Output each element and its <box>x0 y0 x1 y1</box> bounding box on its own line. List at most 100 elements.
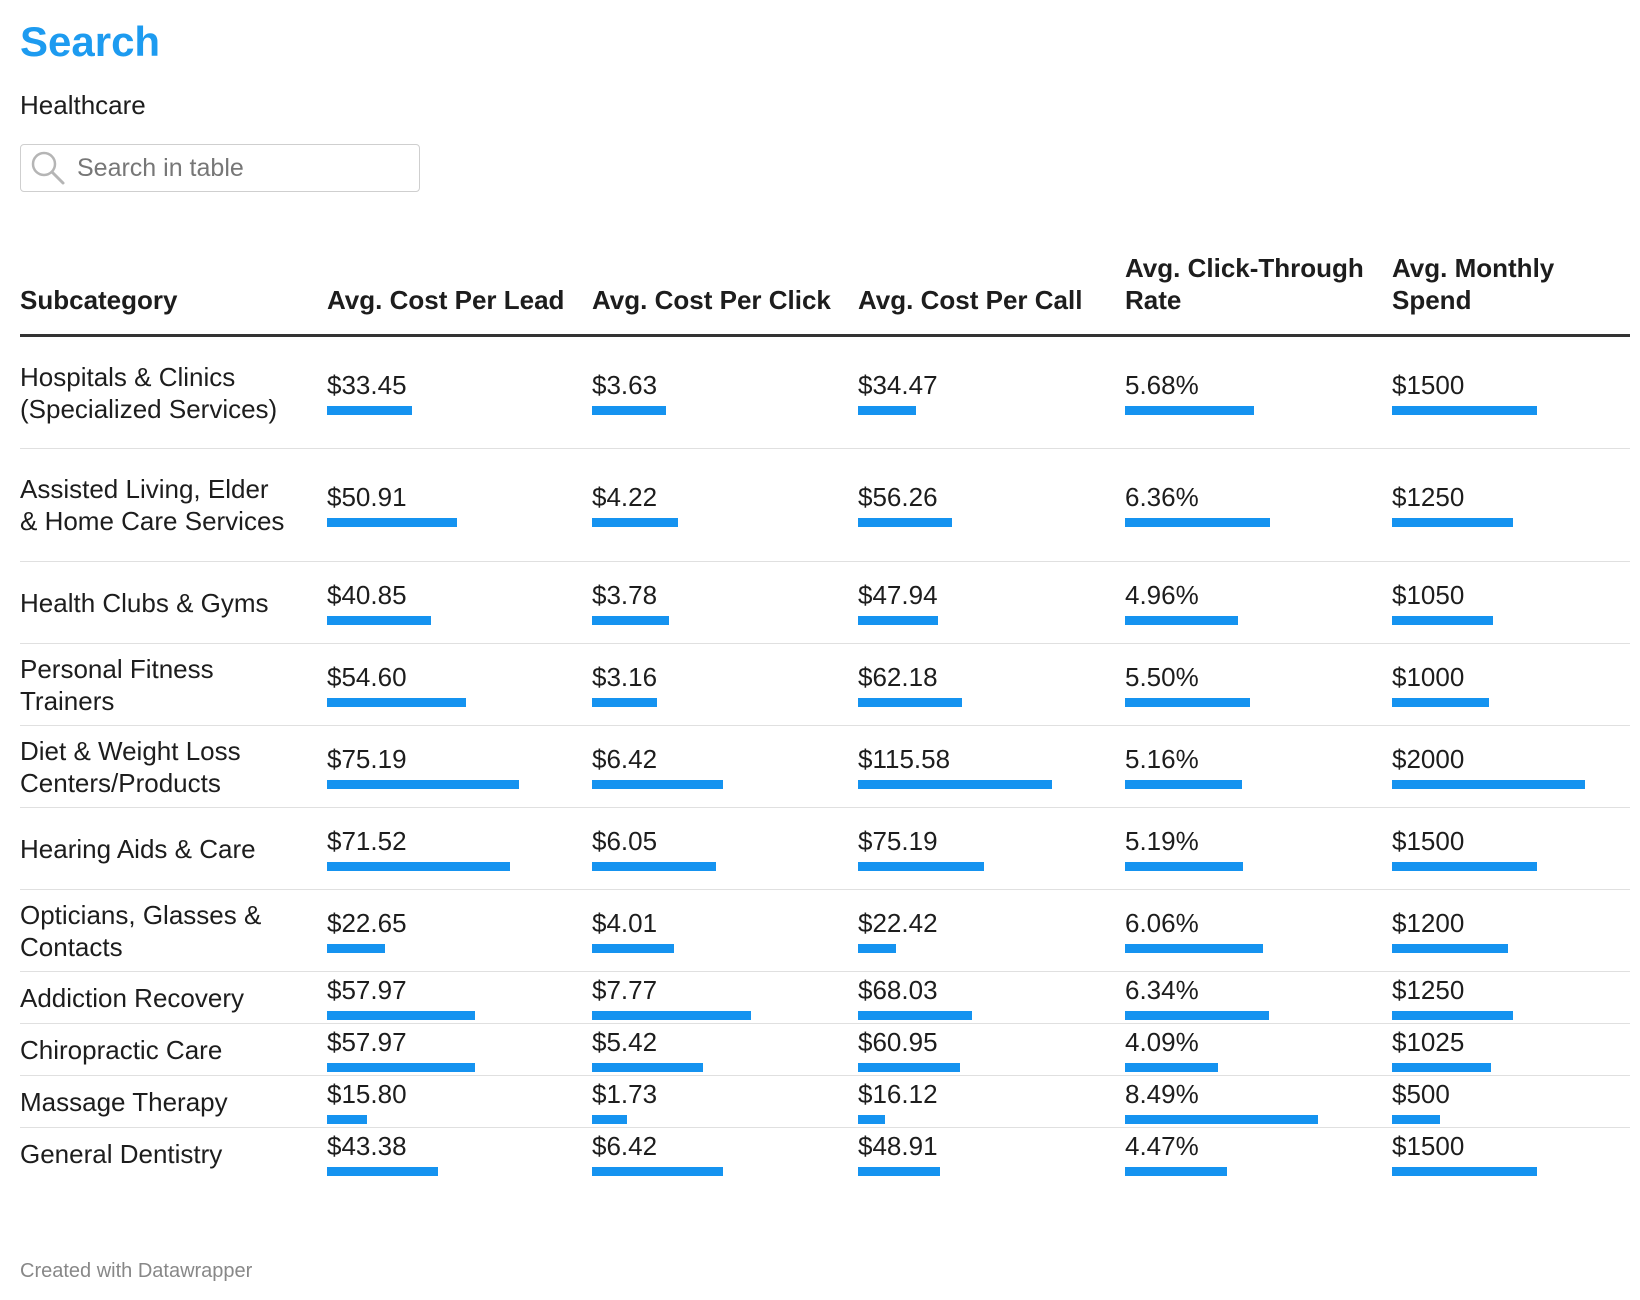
table-row: Hearing Aids & Care $71.52 $6.05 $75.19 5.19… <box>20 807 1630 890</box>
cost-per-lead-cell: $75.19 <box>327 725 592 808</box>
cost-per-click-bar <box>592 518 678 527</box>
page-subtitle: Healthcare <box>20 90 146 120</box>
subcategory-cell: Hospitals & Clinics (Specialized Service… <box>20 335 327 449</box>
monthly-spend-value: $500 <box>1392 1078 1450 1109</box>
cost-per-lead-value: $50.91 <box>327 482 407 512</box>
monthly-spend-cell: $1050 <box>1392 561 1630 644</box>
click-through-rate-value: 5.16% <box>1125 743 1199 774</box>
monthly-spend-value: $1500 <box>1392 369 1465 400</box>
cost-per-call-value: $75.19 <box>858 825 938 856</box>
cost-per-click-cell: $7.77 <box>592 971 858 1024</box>
table-header-row: Subcategory Avg. Cost Per Lead Avg. Cost… <box>20 248 1630 337</box>
cost-per-call-cell: $34.47 <box>858 335 1125 449</box>
column-header-cost-per-click[interactable]: Avg. Cost Per Click <box>592 248 858 337</box>
cost-per-click-cell: $3.16 <box>592 643 858 726</box>
cost-per-lead-cell: $54.60 <box>327 643 592 726</box>
click-through-rate-cell: 5.68% <box>1125 335 1392 449</box>
search-icon <box>31 151 65 185</box>
cost-per-lead-cell: $40.85 <box>327 561 592 644</box>
click-through-rate-bar <box>1125 1114 1318 1124</box>
monthly-spend-cell: $1500 <box>1392 807 1630 890</box>
cost-per-click-cell: $6.42 <box>592 1128 858 1180</box>
monthly-spend-bar <box>1392 1166 1537 1176</box>
column-header-click-through-rate[interactable]: Avg. Click-Through Rate <box>1125 248 1392 337</box>
cost-per-click-value: $3.63 <box>592 369 658 400</box>
monthly-spend-bar <box>1392 779 1585 789</box>
cost-per-lead-cell: $57.97 <box>327 971 592 1024</box>
click-through-rate-cell: 5.50% <box>1125 643 1392 726</box>
column-header-cost-per-lead[interactable]: Avg. Cost Per Lead <box>327 248 592 337</box>
cost-per-lead-value: $43.38 <box>327 1130 407 1161</box>
cost-per-lead-cell: $43.38 <box>327 1128 592 1180</box>
subcategory-cell: Hearing Aids & Care <box>20 807 327 890</box>
cost-per-click-bar <box>592 1166 723 1176</box>
cost-per-lead-value: $71.52 <box>327 825 407 856</box>
cost-per-call-cell: $16.12 <box>858 1075 1125 1128</box>
click-through-rate-cell: 6.34% <box>1125 971 1392 1024</box>
subcategory-cell: Diet & Weight Loss Centers/Products <box>20 725 327 808</box>
click-through-rate-value: 8.49% <box>1125 1078 1199 1109</box>
cost-per-call-bar <box>858 1062 960 1072</box>
monthly-spend-bar <box>1392 1062 1491 1072</box>
click-through-rate-cell: 4.47% <box>1125 1128 1392 1180</box>
cost-per-call-bar <box>858 1114 885 1124</box>
cost-per-lead-value: $22.65 <box>327 907 407 938</box>
cost-per-lead-value: $33.45 <box>327 369 407 400</box>
cost-per-call-value: $47.94 <box>858 579 938 610</box>
column-header-monthly-spend[interactable]: Avg. Monthly Spend <box>1392 248 1630 337</box>
column-header-cost-per-call[interactable]: Avg. Cost Per Call <box>858 248 1125 337</box>
click-through-rate-value: 5.68% <box>1125 369 1199 400</box>
monthly-spend-cell: $500 <box>1392 1075 1630 1128</box>
monthly-spend-bar <box>1392 943 1508 953</box>
monthly-spend-value: $1000 <box>1392 661 1465 692</box>
click-through-rate-value: 4.96% <box>1125 579 1199 610</box>
table-row: Chiropractic Care $57.97 $5.42 $60.95 4.09% $… <box>20 1023 1630 1076</box>
cost-per-call-cell: $62.18 <box>858 643 1125 726</box>
page-title: Search <box>20 18 161 65</box>
cost-per-call-cell: $75.19 <box>858 807 1125 890</box>
cost-per-click-value: $3.16 <box>592 661 658 692</box>
cost-per-click-cell: $5.42 <box>592 1023 858 1076</box>
table-row: Addiction Recovery $57.97 $7.77 $68.03 6.34%… <box>20 971 1630 1024</box>
monthly-spend-value: $1250 <box>1392 974 1465 1005</box>
cost-per-lead-bar <box>327 861 510 871</box>
monthly-spend-cell: $1250 <box>1392 971 1630 1024</box>
cost-per-call-value: $48.91 <box>858 1130 938 1161</box>
cost-per-click-bar <box>592 615 669 625</box>
monthly-spend-value: $1250 <box>1392 482 1465 512</box>
cost-per-call-bar <box>858 615 938 625</box>
cost-per-click-bar <box>592 943 674 953</box>
cost-per-lead-value: $57.97 <box>327 1026 407 1057</box>
cost-per-click-value: $6.42 <box>592 1130 658 1161</box>
search-box[interactable] <box>20 144 420 192</box>
cost-per-click-bar <box>592 1010 751 1020</box>
cost-per-lead-cell: $33.45 <box>327 335 592 449</box>
cost-per-call-cell: $60.95 <box>858 1023 1125 1076</box>
table-row: Opticians, Glasses & Contacts $22.65 $4.01… <box>20 889 1630 972</box>
cost-per-lead-value: $54.60 <box>327 661 407 692</box>
monthly-spend-bar <box>1392 615 1493 625</box>
cost-per-call-value: $16.12 <box>858 1078 938 1109</box>
cost-per-lead-bar <box>327 518 457 527</box>
cost-per-lead-bar <box>327 405 412 415</box>
click-through-rate-cell: 5.19% <box>1125 807 1392 890</box>
subcategory-cell: Health Clubs & Gyms <box>20 561 327 644</box>
table-body: Hospitals & Clinics (Specialized Service… <box>20 335 1630 1180</box>
cost-per-call-cell: $68.03 <box>858 971 1125 1024</box>
cost-per-click-value: $1.73 <box>592 1078 658 1109</box>
monthly-spend-value: $2000 <box>1392 743 1465 774</box>
cost-per-click-cell: $1.73 <box>592 1075 858 1128</box>
search-input[interactable] <box>75 152 409 184</box>
table-row: Personal Fitness Trainers $54.60 $3.16 $62.… <box>20 643 1630 726</box>
table-row: Health Clubs & Gyms $40.85 $3.78 $47.94 4.96… <box>20 561 1630 644</box>
click-through-rate-value: 4.47% <box>1125 1130 1199 1161</box>
monthly-spend-bar <box>1392 518 1513 527</box>
monthly-spend-cell: $1500 <box>1392 335 1630 449</box>
cost-per-call-cell: $48.91 <box>858 1128 1125 1180</box>
monthly-spend-value: $1025 <box>1392 1026 1465 1057</box>
column-header-subcategory[interactable]: Subcategory <box>20 248 327 337</box>
click-through-rate-value: 5.50% <box>1125 661 1199 692</box>
cost-per-call-cell: $47.94 <box>858 561 1125 644</box>
click-through-rate-bar <box>1125 1010 1269 1020</box>
